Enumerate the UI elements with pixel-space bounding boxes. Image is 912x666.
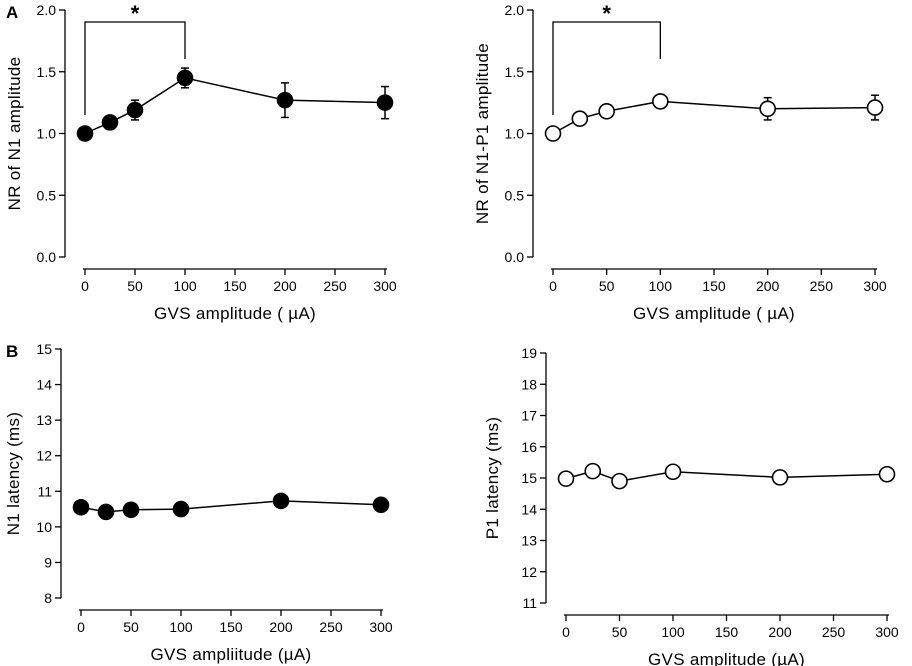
x-tick-label: 100 <box>169 619 193 635</box>
data-point <box>571 110 589 127</box>
y-tick-label: 13 <box>36 412 52 428</box>
y-tick-label: 11 <box>522 595 537 611</box>
chart-p1-latency: 11 12 13 14 15 16 17 18 19 0 50 100 150 200 250 300 GVS … <box>483 345 899 666</box>
x-tick-label: 50 <box>612 624 628 640</box>
data-point <box>376 94 394 111</box>
data-point <box>97 503 115 521</box>
significance-bracket <box>84 21 186 115</box>
data-point <box>126 101 144 119</box>
data-point <box>176 69 194 87</box>
x-tick-label: 0 <box>562 624 570 640</box>
data-point <box>76 125 94 142</box>
y-tick-label: 19 <box>521 345 537 361</box>
y-tick-label: 1.0 <box>505 126 525 142</box>
y-tick-label: 0.0 <box>505 249 525 265</box>
data-point <box>122 501 140 519</box>
data-point <box>771 469 789 486</box>
x-tick-label: 300 <box>863 278 887 294</box>
significance-star: * <box>602 1 611 26</box>
y-tick-label: 15 <box>521 470 537 486</box>
x-tick-label: 300 <box>369 619 393 635</box>
x-tick-label: 250 <box>323 278 347 294</box>
x-tick-label: 200 <box>756 278 780 294</box>
x-axis-title: GVS amplitude ( µA) <box>633 304 795 323</box>
data-point <box>598 102 615 120</box>
x-tick-label: 200 <box>269 619 293 635</box>
y-tick-label: 8 <box>44 590 52 606</box>
y-tick-label: 12 <box>521 564 537 580</box>
y-tick-label: 0.5 <box>37 187 57 203</box>
y-axis-title: NR of N1-P1 amplitude <box>473 43 492 224</box>
y-axis-title: P1 latency (ms) <box>483 417 502 540</box>
y-tick-label: 2.0 <box>37 2 57 18</box>
y-tick-label: 13 <box>521 533 537 549</box>
y-tick-label: 1.0 <box>37 126 57 142</box>
data-point <box>372 496 390 514</box>
y-tick-label: 2.0 <box>505 2 525 18</box>
data-point <box>101 114 119 131</box>
y-axis-title: N1 latency (ms) <box>4 412 23 536</box>
chart-n1p1-amplitude: 0.0 0.5 1.0 1.5 2.0 0 50 100 150 200 250 300 GVS amp… <box>473 1 887 323</box>
x-tick-label: 0 <box>81 278 89 294</box>
y-tick-label: 0.0 <box>37 249 57 265</box>
significance-bracket <box>552 21 661 115</box>
x-tick-label: 50 <box>127 278 143 294</box>
x-tick-label: 100 <box>661 624 685 640</box>
data-point <box>866 99 884 116</box>
chart-n1-amplitude: 0.0 0.5 1.0 1.5 2.0 0 50 100 150 200 250 300 GVS amp… <box>5 1 397 323</box>
data-point <box>72 498 90 516</box>
x-axis-title: GVS ampliitude (µA) <box>151 645 312 664</box>
x-tick-label: 150 <box>223 278 247 294</box>
y-tick-label: 17 <box>521 408 537 424</box>
data-point <box>584 462 602 480</box>
x-tick-label: 300 <box>373 278 397 294</box>
panel-label-a: A <box>6 3 18 22</box>
y-axis-title: NR of N1 amplitude <box>5 57 24 211</box>
x-tick-label: 50 <box>599 278 615 294</box>
y-tick-label: 11 <box>37 483 52 499</box>
x-tick-label: 100 <box>173 278 197 294</box>
x-tick-label: 200 <box>768 624 792 640</box>
data-point <box>544 125 562 142</box>
x-tick-label: 50 <box>123 619 139 635</box>
data-point <box>557 470 575 487</box>
y-tick-label: 14 <box>36 377 52 393</box>
data-point <box>759 100 776 118</box>
y-tick-label: 18 <box>521 376 537 392</box>
data-point <box>272 492 290 510</box>
y-tick-label: 1.5 <box>37 64 57 80</box>
x-axis-title: GVS amplitude ( µA) <box>154 304 316 323</box>
y-tick-label: 14 <box>521 501 537 517</box>
data-point <box>878 465 896 483</box>
x-tick-label: 250 <box>810 278 834 294</box>
significance-star: * <box>131 1 140 26</box>
data-point <box>172 500 190 518</box>
x-tick-label: 250 <box>319 619 343 635</box>
y-tick-label: 9 <box>44 554 52 570</box>
x-tick-label: 300 <box>875 624 899 640</box>
x-tick-label: 250 <box>822 624 846 640</box>
x-tick-label: 200 <box>273 278 297 294</box>
y-tick-label: 1.5 <box>505 64 525 80</box>
panel-label-b: B <box>6 342 18 361</box>
y-tick-label: 12 <box>36 448 52 464</box>
x-tick-label: 150 <box>219 619 243 635</box>
y-tick-label: 15 <box>36 341 52 357</box>
x-tick-label: 0 <box>549 278 557 294</box>
x-tick-label: 150 <box>715 624 739 640</box>
data-point <box>652 93 669 110</box>
data-point <box>611 472 628 490</box>
y-tick-label: 0.5 <box>505 187 525 203</box>
x-tick-label: 100 <box>649 278 673 294</box>
data-point <box>276 91 294 109</box>
x-axis-title: GVS amplitude (µA) <box>648 650 805 666</box>
y-tick-label: 10 <box>36 519 52 535</box>
x-tick-label: 150 <box>702 278 726 294</box>
y-tick-label: 16 <box>521 439 537 455</box>
x-tick-label: 0 <box>77 619 85 635</box>
data-point <box>664 463 682 481</box>
